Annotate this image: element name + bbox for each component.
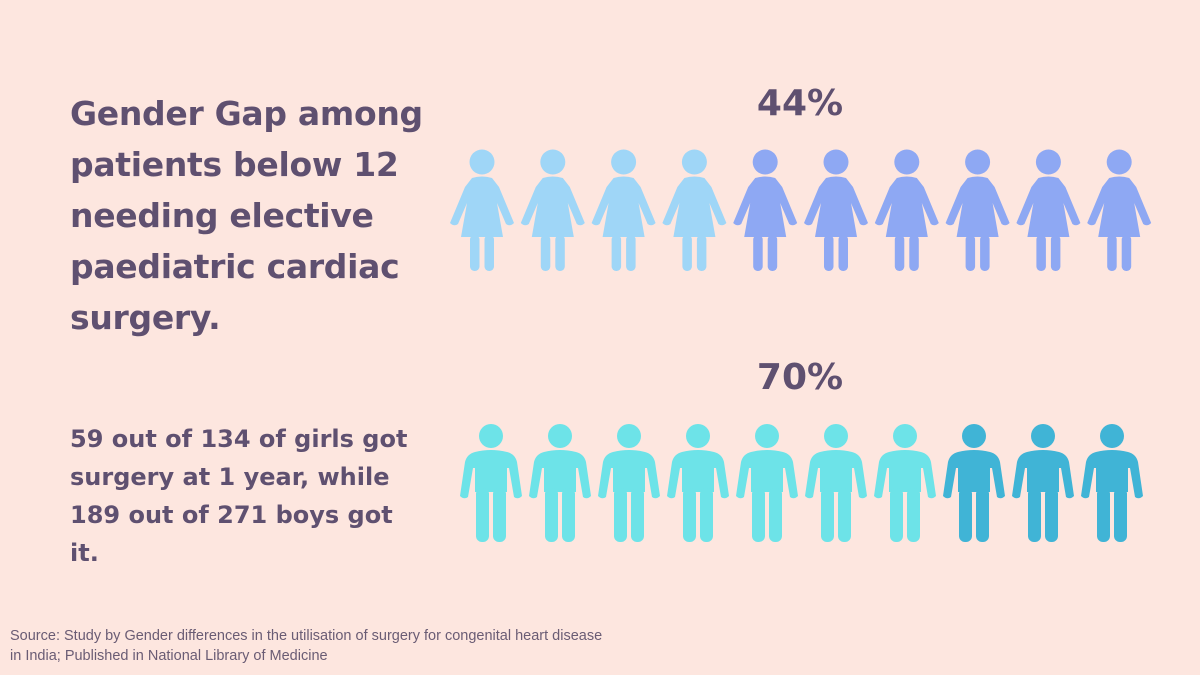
- boys-icon-row: [460, 424, 1143, 542]
- source-note: Source: Study by Gender differences in t…: [10, 628, 603, 664]
- boys-person-icon-5: [736, 424, 798, 542]
- boys-person-icon-7: [874, 424, 936, 542]
- boys-person-icon-4: [667, 424, 729, 542]
- girls-person-icon-9: [1016, 149, 1081, 271]
- girls-person-icon-2: [520, 149, 585, 271]
- girls-person-icon-1: [450, 149, 514, 271]
- boys-percent-label: 70%: [756, 357, 844, 398]
- summary-text: 59 out of 134 of girls got surgery at 1 …: [70, 425, 408, 567]
- girls-icon-row: [450, 149, 1152, 271]
- girls-person-icon-8: [945, 149, 1010, 271]
- boys-person-icon-3: [598, 424, 660, 542]
- boys-person-icon-6: [805, 424, 867, 542]
- girls-person-icon-6: [804, 149, 868, 271]
- girls-person-icon-10: [1087, 149, 1152, 271]
- girls-person-icon-3: [591, 149, 656, 271]
- boys-person-icon-2: [529, 424, 591, 542]
- boys-person-icon-1: [460, 424, 522, 542]
- girls-percent-label: 44%: [756, 83, 844, 124]
- girls-person-icon-7: [874, 149, 939, 271]
- girls-person-icon-4: [662, 149, 727, 271]
- boys-person-icon-10: [1081, 424, 1143, 542]
- boys-person-icon-9: [1012, 424, 1074, 542]
- page-title: Gender Gap among patients below 12 needi…: [70, 94, 423, 337]
- girls-person-icon-5: [733, 149, 798, 271]
- boys-person-icon-8: [943, 424, 1005, 542]
